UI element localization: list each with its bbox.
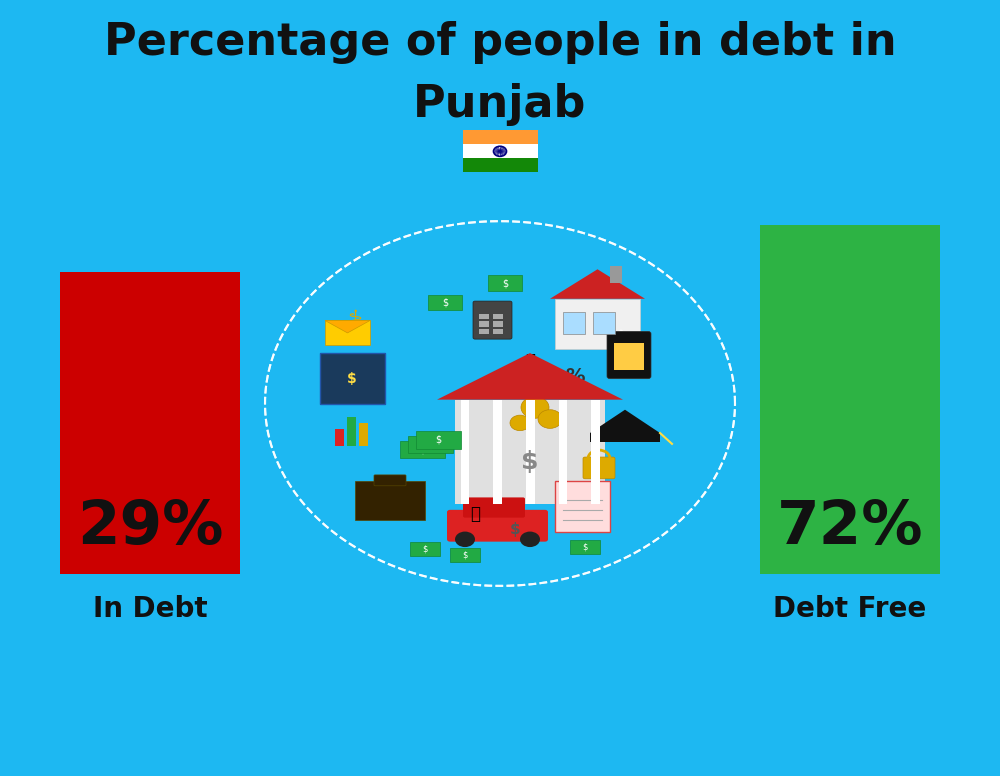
Text: In Debt: In Debt (93, 595, 207, 623)
FancyBboxPatch shape (325, 320, 370, 345)
FancyBboxPatch shape (479, 314, 489, 319)
Text: $: $ (510, 521, 520, 537)
FancyBboxPatch shape (428, 295, 462, 310)
FancyBboxPatch shape (479, 321, 489, 327)
Circle shape (455, 532, 475, 547)
FancyBboxPatch shape (359, 423, 368, 446)
Text: $: $ (435, 435, 441, 445)
FancyBboxPatch shape (558, 400, 567, 504)
FancyBboxPatch shape (593, 312, 615, 334)
FancyBboxPatch shape (462, 130, 538, 144)
FancyBboxPatch shape (320, 353, 385, 404)
Text: Percentage of people in debt in: Percentage of people in debt in (104, 21, 896, 64)
FancyBboxPatch shape (570, 540, 600, 554)
Text: $: $ (462, 550, 468, 559)
FancyBboxPatch shape (374, 475, 406, 486)
FancyBboxPatch shape (488, 275, 522, 291)
Circle shape (520, 532, 540, 547)
FancyBboxPatch shape (400, 441, 445, 458)
Polygon shape (590, 410, 660, 433)
FancyBboxPatch shape (347, 417, 356, 446)
Text: $: $ (347, 372, 357, 386)
Text: 🔑: 🔑 (525, 352, 535, 370)
FancyBboxPatch shape (408, 436, 453, 453)
FancyBboxPatch shape (493, 400, 502, 504)
FancyBboxPatch shape (493, 314, 503, 319)
Polygon shape (550, 269, 645, 299)
FancyBboxPatch shape (555, 299, 640, 349)
Text: Punjab: Punjab (413, 83, 587, 126)
FancyBboxPatch shape (60, 272, 240, 574)
FancyBboxPatch shape (463, 497, 525, 518)
Circle shape (538, 410, 562, 428)
FancyBboxPatch shape (479, 329, 489, 334)
Text: $: $ (419, 445, 425, 454)
FancyBboxPatch shape (355, 481, 425, 520)
Text: $: $ (442, 298, 448, 307)
Text: %: % (565, 367, 585, 386)
Circle shape (521, 397, 549, 418)
FancyBboxPatch shape (450, 548, 480, 562)
FancyBboxPatch shape (563, 312, 585, 334)
FancyBboxPatch shape (493, 321, 503, 327)
FancyBboxPatch shape (461, 400, 470, 504)
Text: $: $ (422, 545, 428, 554)
FancyBboxPatch shape (473, 301, 512, 339)
Text: $: $ (617, 329, 623, 338)
Text: 🐷: 🐷 (470, 504, 480, 523)
FancyBboxPatch shape (607, 331, 651, 379)
Text: $: $ (427, 440, 433, 449)
FancyBboxPatch shape (493, 329, 503, 334)
FancyBboxPatch shape (610, 266, 622, 283)
Text: 72%: 72% (777, 498, 923, 557)
Text: Debt Free: Debt Free (773, 595, 927, 623)
FancyBboxPatch shape (526, 400, 534, 504)
FancyBboxPatch shape (447, 510, 548, 542)
FancyBboxPatch shape (591, 400, 600, 504)
Text: 29%: 29% (77, 498, 223, 557)
Text: $: $ (582, 542, 588, 552)
Text: $: $ (502, 279, 508, 288)
FancyBboxPatch shape (555, 481, 610, 532)
Polygon shape (325, 320, 370, 333)
FancyBboxPatch shape (462, 158, 538, 172)
FancyBboxPatch shape (590, 433, 660, 442)
FancyBboxPatch shape (416, 431, 461, 449)
Text: $: $ (521, 450, 539, 473)
Circle shape (510, 415, 530, 431)
FancyBboxPatch shape (462, 144, 538, 158)
Polygon shape (437, 353, 623, 400)
FancyBboxPatch shape (410, 542, 440, 556)
FancyBboxPatch shape (335, 429, 344, 446)
FancyBboxPatch shape (760, 225, 940, 574)
FancyBboxPatch shape (455, 400, 605, 504)
FancyBboxPatch shape (583, 457, 615, 479)
Text: ⚕: ⚕ (348, 308, 362, 336)
FancyBboxPatch shape (614, 343, 644, 370)
FancyBboxPatch shape (603, 326, 637, 341)
